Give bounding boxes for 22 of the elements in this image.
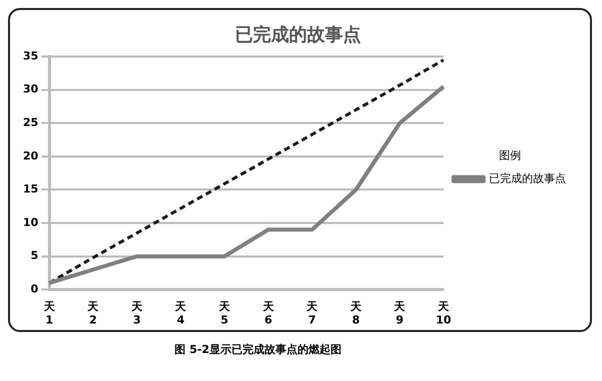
caption: 图 5-2显示已完成故事点的燃起图 [174,342,342,357]
legend-label: 已完成的故事点 [489,172,566,185]
x-tick-label: 天 8 [349,300,362,326]
y-tick-label: 5 [30,249,38,262]
y-tick-label: 0 [30,282,39,296]
legend-title: 图例 [498,148,521,162]
x-tick-label: 天 1 [42,300,56,326]
x-tick-label: 天 9 [393,300,406,326]
x-tick-label: 天 3 [130,300,144,326]
y-tick-label: 30 [22,82,39,96]
x-tick-label: 天 4 [174,300,188,326]
y-tick-label: 10 [22,216,39,229]
x-tick-label: 天 6 [262,300,275,326]
y-tick-label: 15 [22,182,38,196]
x-tick-label: 天 5 [218,300,232,326]
y-tick-label: 25 [22,116,38,130]
x-tick-label: 天 2 [86,300,100,326]
x-tick-label: 天 7 [306,300,319,326]
chart-title: 已完成的故事点 [235,24,361,46]
y-tick-label: 35 [22,49,38,62]
x-tick-label: 天 10 [436,300,452,326]
y-tick-label: 20 [22,149,39,162]
